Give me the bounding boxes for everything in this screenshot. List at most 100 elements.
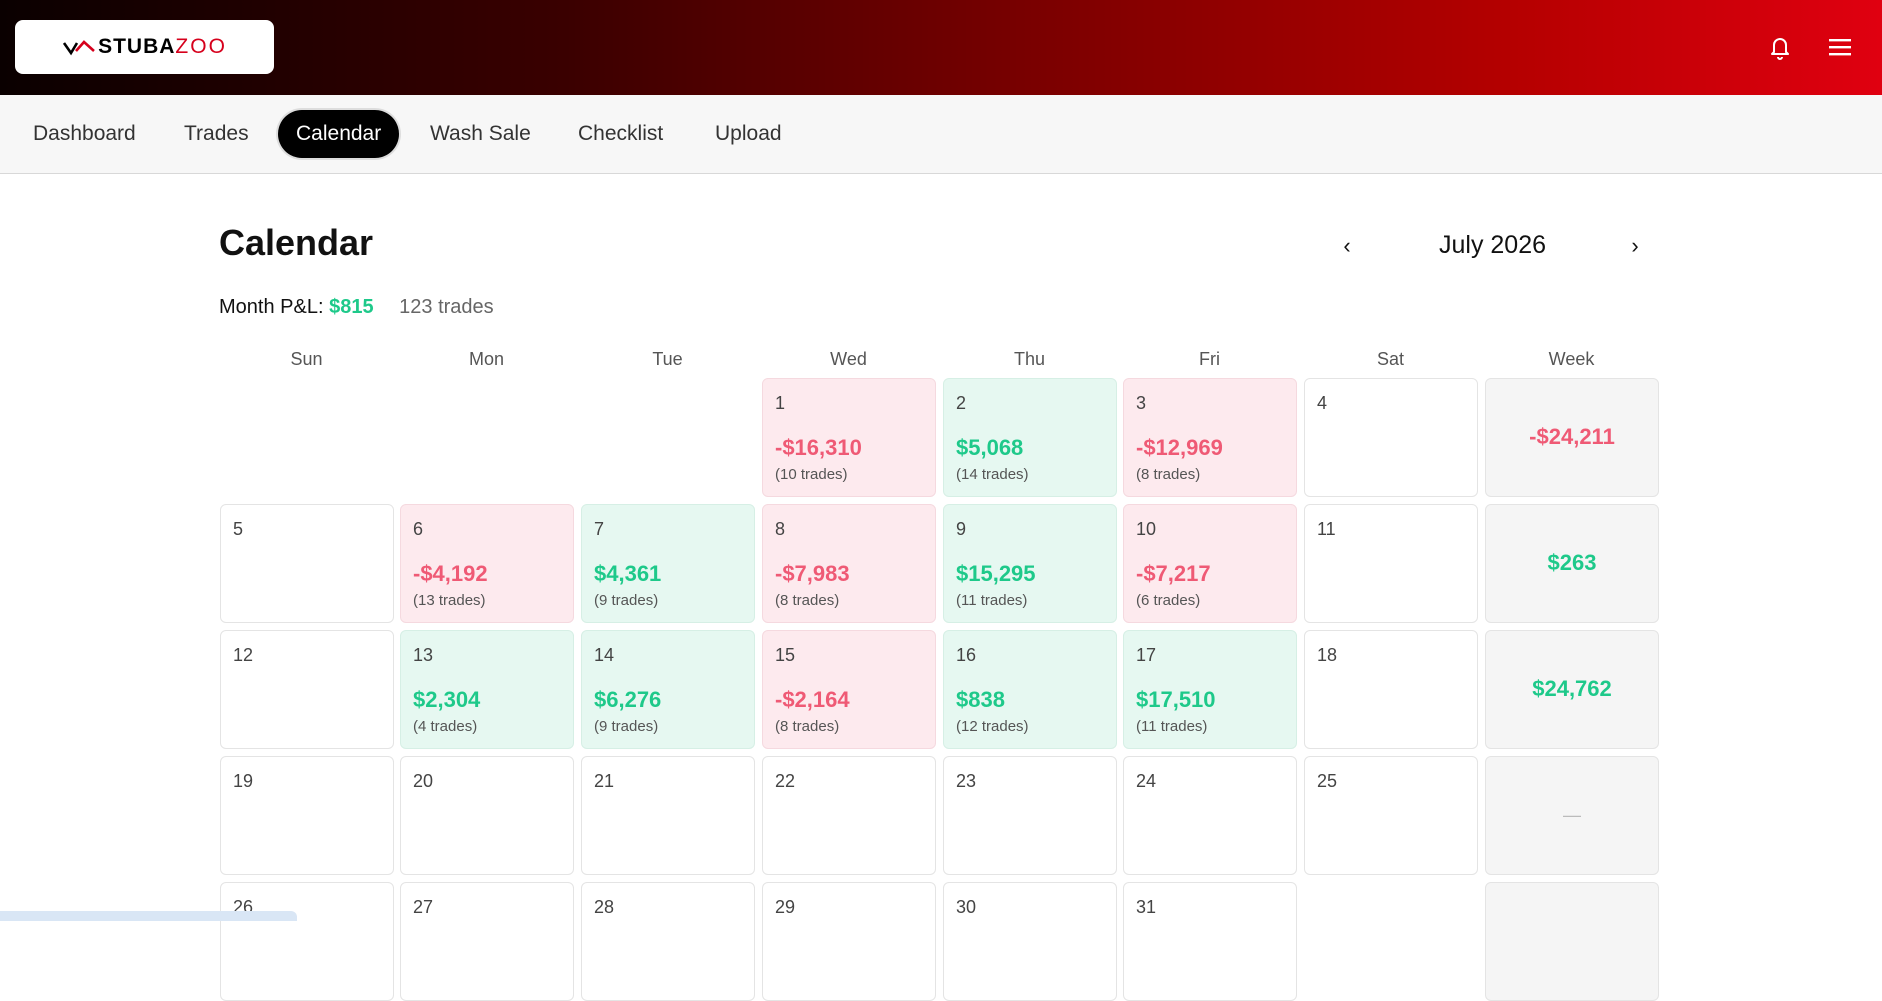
weekday-sun: Sun — [290, 349, 323, 369]
weekday-mon: Mon — [468, 349, 504, 369]
brand-logo[interactable]: STUBAZOO — [15, 20, 274, 74]
tab-dashboard[interactable]: Dashboard — [33, 122, 136, 145]
next-month-button[interactable]: › — [1631, 233, 1639, 258]
week-total-value: $24,762 — [1532, 676, 1612, 701]
bell-icon[interactable] — [1766, 33, 1794, 61]
day-number: 31 — [1136, 897, 1157, 917]
day-cell-8[interactable]: 8 -$7,983 (8 trades) — [762, 504, 936, 623]
scroll-indicator[interactable] — [0, 911, 297, 921]
month-trade-count: 123 trades — [399, 296, 494, 318]
logo-text: STUBAZOO — [98, 35, 227, 58]
day-pnl: -$4,192 — [413, 561, 488, 586]
day-pnl: -$7,983 — [775, 561, 850, 586]
week-total-cell: $24,762 — [1485, 630, 1659, 749]
day-cell-26[interactable]: 26 — [220, 882, 394, 1001]
day-number: 21 — [594, 771, 615, 791]
day-trade-count: (13 trades) — [413, 592, 486, 609]
tab-wash-sale[interactable]: Wash Sale — [430, 122, 531, 145]
day-pnl: $5,068 — [956, 435, 1024, 460]
day-trade-count: (9 trades) — [594, 592, 659, 609]
day-trade-count: (12 trades) — [956, 718, 1029, 735]
day-number: 14 — [594, 645, 615, 665]
week-total-value: — — [1563, 805, 1581, 825]
day-cell-22[interactable]: 22 — [762, 756, 936, 875]
page-title: Calendar — [219, 222, 374, 263]
day-pnl: -$12,969 — [1136, 435, 1223, 460]
day-trade-count: (11 trades) — [956, 592, 1028, 609]
day-pnl: $4,361 — [594, 561, 662, 586]
day-number: 12 — [233, 645, 254, 665]
day-number: 2 — [956, 393, 967, 413]
day-cell-6[interactable]: 6 -$4,192 (13 trades) — [400, 504, 574, 623]
day-cell-7[interactable]: 7 $4,361 (9 trades) — [581, 504, 755, 623]
day-number: 22 — [775, 771, 796, 791]
day-trade-count: (9 trades) — [594, 718, 659, 735]
day-cell-13[interactable]: 13 $2,304 (4 trades) — [400, 630, 574, 749]
day-trade-count: (4 trades) — [413, 718, 478, 735]
day-number: 19 — [233, 771, 254, 791]
tab-trades[interactable]: Trades — [184, 122, 249, 145]
day-cell-27[interactable]: 27 — [400, 882, 574, 1001]
prev-month-button[interactable]: ‹ — [1343, 233, 1351, 258]
day-pnl: -$2,164 — [775, 687, 850, 712]
weekday-sat: Sat — [1376, 349, 1405, 369]
tab-upload[interactable]: Upload — [715, 122, 782, 145]
day-cell-23[interactable]: 23 — [943, 756, 1117, 875]
day-number: 29 — [775, 897, 796, 917]
day-cell-2[interactable]: 2 $5,068 (14 trades) — [943, 378, 1117, 497]
day-cell-30[interactable]: 30 — [943, 882, 1117, 1001]
day-pnl: $838 — [956, 687, 1005, 712]
day-number: 23 — [956, 771, 977, 791]
tab-bar: Dashboard Trades Calendar Wash Sale Chec… — [0, 95, 1882, 174]
day-number: 25 — [1317, 771, 1338, 791]
day-cell-16[interactable]: 16 $838 (12 trades) — [943, 630, 1117, 749]
day-cell-14[interactable]: 14 $6,276 (9 trades) — [581, 630, 755, 749]
day-cell-10[interactable]: 10 -$7,217 (6 trades) — [1123, 504, 1297, 623]
day-cell-29[interactable]: 29 — [762, 882, 936, 1001]
day-cell-21[interactable]: 21 — [581, 756, 755, 875]
day-number: 27 — [413, 897, 434, 917]
day-number: 8 — [775, 519, 786, 539]
weekday-tue: Tue — [652, 349, 683, 369]
day-number: 15 — [775, 645, 796, 665]
day-number: 17 — [1136, 645, 1157, 665]
day-trade-count: (10 trades) — [775, 466, 848, 483]
day-number: 28 — [594, 897, 615, 917]
day-pnl: $15,295 — [956, 561, 1036, 586]
day-trade-count: (8 trades) — [775, 592, 840, 609]
day-cell-19[interactable]: 19 — [220, 756, 394, 875]
day-cell-28[interactable]: 28 — [581, 882, 755, 1001]
day-cell-15[interactable]: 15 -$2,164 (8 trades) — [762, 630, 936, 749]
day-trade-count: (8 trades) — [1136, 466, 1201, 483]
day-cell-17[interactable]: 17 $17,510 (11 trades) — [1123, 630, 1297, 749]
day-cell-20[interactable]: 20 — [400, 756, 574, 875]
day-cell-3[interactable]: 3 -$12,969 (8 trades) — [1123, 378, 1297, 497]
tab-checklist[interactable]: Checklist — [578, 122, 664, 145]
day-cell-31[interactable]: 31 — [1123, 882, 1297, 1001]
day-cell-5[interactable]: 5 — [220, 504, 394, 623]
day-cell-12[interactable]: 12 — [220, 630, 394, 749]
day-number: 24 — [1136, 771, 1157, 791]
day-number: 4 — [1317, 393, 1328, 413]
hamburger-menu-icon[interactable] — [1826, 33, 1854, 61]
day-cell-24[interactable]: 24 — [1123, 756, 1297, 875]
tab-calendar[interactable]: Calendar — [278, 110, 400, 158]
week-total-cell: $263 — [1485, 504, 1659, 623]
day-cell-18[interactable]: 18 — [1304, 630, 1478, 749]
logo-mark-icon — [63, 40, 95, 56]
summary-label: Month P&L: — [219, 296, 324, 318]
day-pnl: $17,510 — [1136, 687, 1216, 712]
day-number: 30 — [956, 897, 977, 917]
day-cell-4[interactable]: 4 — [1304, 378, 1478, 497]
day-pnl: $2,304 — [413, 687, 481, 712]
day-cell-9[interactable]: 9 $15,295 (11 trades) — [943, 504, 1117, 623]
day-number: 16 — [956, 645, 977, 665]
day-cell-11[interactable]: 11 — [1304, 504, 1478, 623]
day-cell-25[interactable]: 25 — [1304, 756, 1478, 875]
day-number: 13 — [413, 645, 434, 665]
day-number: 20 — [413, 771, 434, 791]
day-cell-1[interactable]: 1 -$16,310 (10 trades) — [762, 378, 936, 497]
weekday-wed: Wed — [830, 349, 867, 369]
month-summary: Month P&L: $815 123 trades — [219, 296, 494, 319]
day-number: 1 — [775, 393, 786, 413]
